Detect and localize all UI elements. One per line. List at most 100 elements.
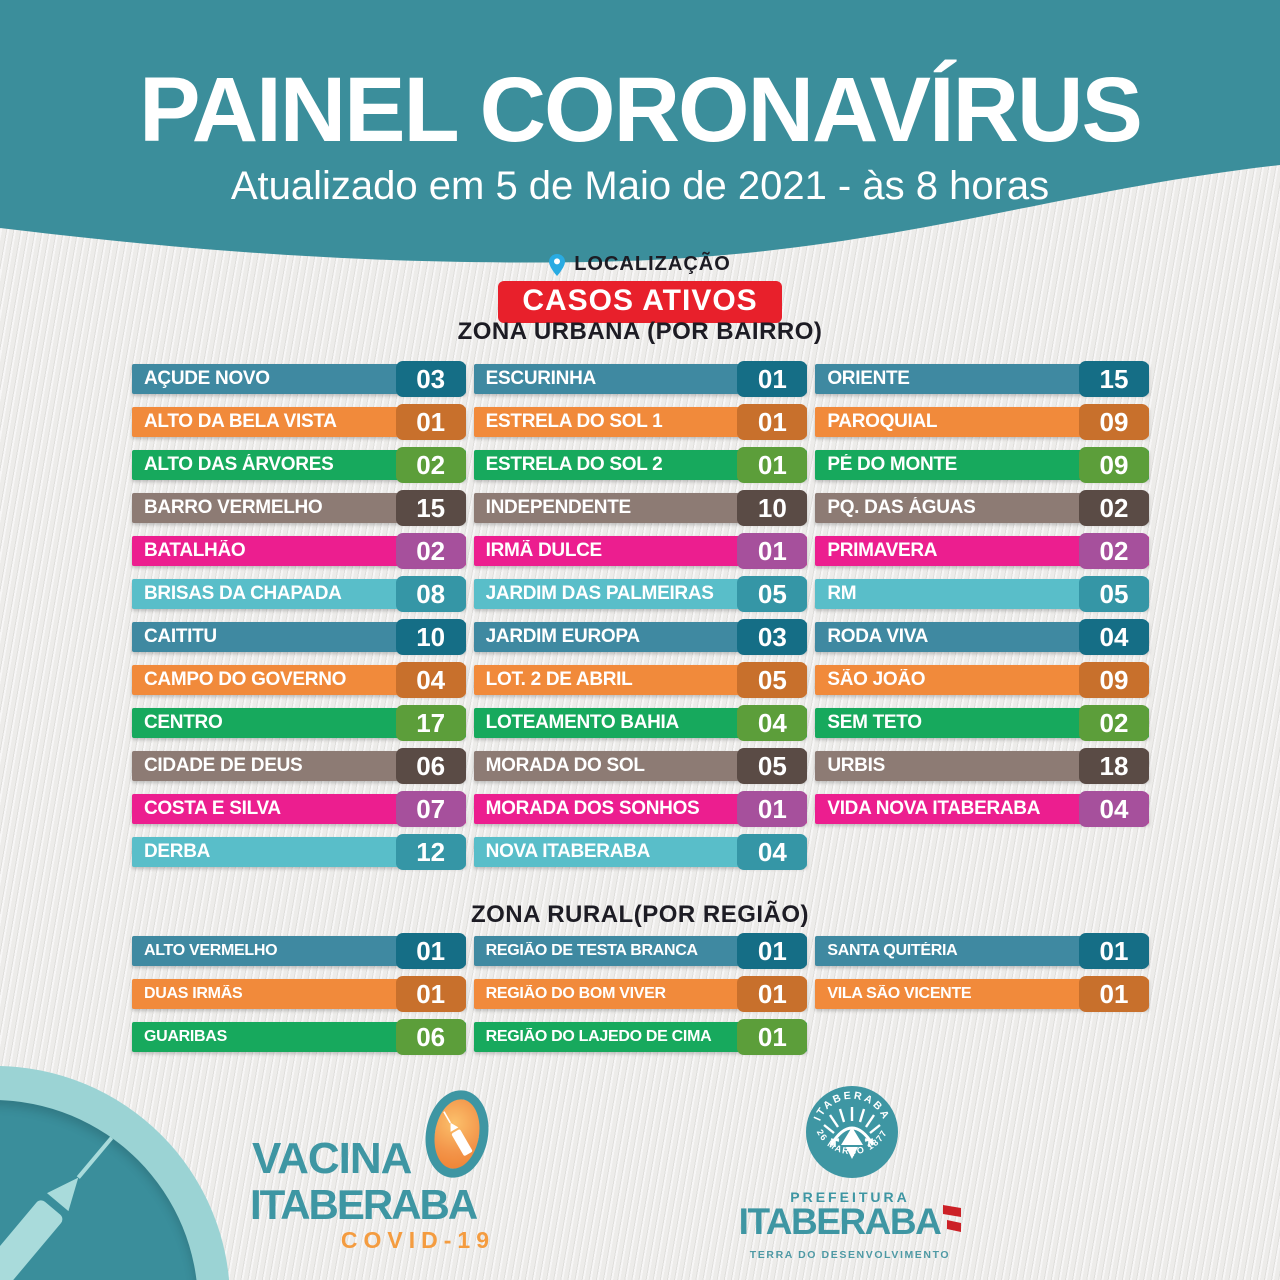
bar-neighborhood-label: LOTEAMENTO BAHIA (485, 712, 680, 733)
location-label: LOCALIZAÇÃO (574, 253, 731, 275)
bar-case-count: 01 (737, 533, 808, 569)
bar-case-count: 05 (1078, 576, 1149, 612)
bar-case-count: 01 (737, 404, 808, 440)
case-bar: LOTEAMENTO BAHIA 04 (473, 705, 808, 741)
bar-neighborhood-label: PQ. DAS ÁGUAS (827, 497, 976, 518)
vaccine-oval-badge (418, 1085, 496, 1183)
urban-cases-grid: AÇUDE NOVO 03 ALTO DA BELA VISTA 01 ALTO… (132, 361, 1149, 880)
bar-neighborhood-label: ALTO DA BELA VISTA (144, 411, 337, 432)
case-bar: CAITITU 10 (132, 619, 466, 655)
case-bar: AÇUDE NOVO 03 (132, 361, 466, 397)
bar-neighborhood-label: SÃO JOÃO (827, 669, 926, 690)
bar-case-count: 05 (737, 662, 808, 698)
bar-case-count: 05 (737, 576, 808, 612)
bar-neighborhood-label: INDEPENDENTE (485, 497, 632, 518)
vacina-logo: VACINA ITABERABA COVID-19 (250, 1085, 496, 1280)
bar-case-count: 01 (737, 447, 808, 483)
location-row: LOCALIZAÇÃO (0, 253, 1280, 276)
case-bar: RM 05 (815, 576, 1149, 612)
bar-case-count: 01 (737, 1019, 808, 1055)
case-bar: ORIENTE 15 (815, 361, 1149, 397)
case-bar: RODA VIVA 04 (815, 619, 1149, 655)
red-flags-icon (943, 1205, 962, 1232)
bar-case-count: 02 (1078, 490, 1149, 526)
case-bar: SANTA QUITÉRIA 01 (815, 933, 1149, 969)
bar-case-count: 04 (1078, 619, 1149, 655)
bar-neighborhood-label: ORIENTE (827, 368, 910, 389)
case-bar: JARDIM DAS PALMEIRAS 05 (473, 576, 808, 612)
bar-neighborhood-label: PÉ DO MONTE (827, 454, 958, 475)
bar-case-count: 17 (395, 705, 466, 741)
bar-case-count: 08 (395, 576, 466, 612)
case-bar: VILA SÃO VICENTE 01 (815, 976, 1149, 1012)
case-bar: REGIÃO DO BOM VIVER 01 (473, 976, 808, 1012)
map-pin-icon (549, 253, 566, 276)
bar-neighborhood-label: CAITITU (144, 626, 217, 647)
bar-neighborhood-label: NOVA ITABERABA (485, 841, 651, 862)
bar-case-count: 01 (737, 933, 808, 969)
prefeitura-label: PREFEITURA (790, 1189, 910, 1205)
bar-case-count: 09 (1078, 662, 1149, 698)
bar-neighborhood-label: BRISAS DA CHAPADA (144, 583, 342, 604)
bar-case-count: 01 (395, 976, 466, 1012)
case-bar: ALTO DAS ÁRVORES 02 (132, 447, 466, 483)
case-bar: PAROQUIAL 09 (815, 404, 1149, 440)
case-bar: LOT. 2 DE ABRIL 05 (473, 662, 808, 698)
bar-case-count: 10 (737, 490, 808, 526)
bar-case-count: 01 (737, 976, 808, 1012)
case-bar: NOVA ITABERABA 04 (473, 834, 808, 870)
bar-neighborhood-label: REGIÃO DE TESTA BRANCA (485, 942, 698, 959)
bar-case-count: 06 (395, 748, 466, 784)
bar-case-count: 02 (1078, 705, 1149, 741)
case-bar: REGIÃO DO LAJEDO DE CIMA 01 (473, 1019, 808, 1055)
case-bar: REGIÃO DE TESTA BRANCA 01 (473, 933, 808, 969)
bar-neighborhood-label: MORADA DOS SONHOS (485, 798, 700, 819)
bar-case-count: 03 (395, 361, 466, 397)
itaberaba-seal-icon: ITABERABA 26 MARÇO 1877 (806, 1086, 898, 1178)
bar-case-count: 18 (1078, 748, 1149, 784)
case-bar: ALTO DA BELA VISTA 01 (132, 404, 466, 440)
bar-case-count: 04 (737, 834, 808, 870)
case-bar: GUARIBAS 06 (132, 1019, 466, 1055)
bar-neighborhood-label: SEM TETO (827, 712, 922, 733)
case-bar: ESTRELA DO SOL 2 01 (473, 447, 808, 483)
bar-neighborhood-label: REGIÃO DO BOM VIVER (485, 985, 666, 1002)
bar-neighborhood-label: MORADA DO SOL (485, 755, 645, 776)
case-bar: PQ. DAS ÁGUAS 02 (815, 490, 1149, 526)
bar-case-count: 01 (737, 791, 808, 827)
bar-neighborhood-label: ESTRELA DO SOL 2 (485, 454, 663, 475)
bar-neighborhood-label: COSTA E SILVA (144, 798, 281, 819)
case-bar: URBIS 18 (815, 748, 1149, 784)
header-wave-shape (0, 0, 1280, 263)
case-bar: INDEPENDENTE 10 (473, 490, 808, 526)
vacina-text: VACINA (252, 1134, 412, 1183)
bar-neighborhood-label: PAROQUIAL (827, 411, 938, 432)
bar-neighborhood-label: JARDIM EUROPA (485, 626, 640, 647)
case-bar: MORADA DO SOL 05 (473, 748, 808, 784)
bar-neighborhood-label: ESTRELA DO SOL 1 (485, 411, 663, 432)
bar-case-count: 15 (1078, 361, 1149, 397)
bar-case-count: 07 (395, 791, 466, 827)
page-title: PAINEL CORONAVÍRUS (139, 59, 1143, 161)
prefeitura-city-row: ITABERABA (722, 1203, 978, 1240)
case-bar: DERBA 12 (132, 834, 466, 870)
case-bar: DUAS IRMÃS 01 (132, 976, 466, 1012)
case-bar: SEM TETO 02 (815, 705, 1149, 741)
case-bar: PÉ DO MONTE 09 (815, 447, 1149, 483)
case-bar: ALTO VERMELHO 01 (132, 933, 466, 969)
bar-case-count: 02 (395, 533, 466, 569)
case-bar: CIDADE DE DEUS 06 (132, 748, 466, 784)
bar-case-count: 01 (1078, 976, 1149, 1012)
bar-case-count: 01 (737, 361, 808, 397)
case-bar: SÃO JOÃO 09 (815, 662, 1149, 698)
bar-neighborhood-label: DUAS IRMÃS (144, 985, 243, 1002)
bar-neighborhood-label: DERBA (144, 841, 211, 862)
urban-zone-title: ZONA URBANA (POR BAIRRO) (457, 318, 823, 345)
case-bar: PRIMAVERA 02 (815, 533, 1149, 569)
case-bar: MORADA DOS SONHOS 01 (473, 791, 808, 827)
active-cases-badge: CASOS ATIVOS (498, 281, 782, 323)
case-bar: VIDA NOVA ITABERABA 04 (815, 791, 1149, 827)
case-bar: ESTRELA DO SOL 1 01 (473, 404, 808, 440)
case-bar: BRISAS DA CHAPADA 08 (132, 576, 466, 612)
